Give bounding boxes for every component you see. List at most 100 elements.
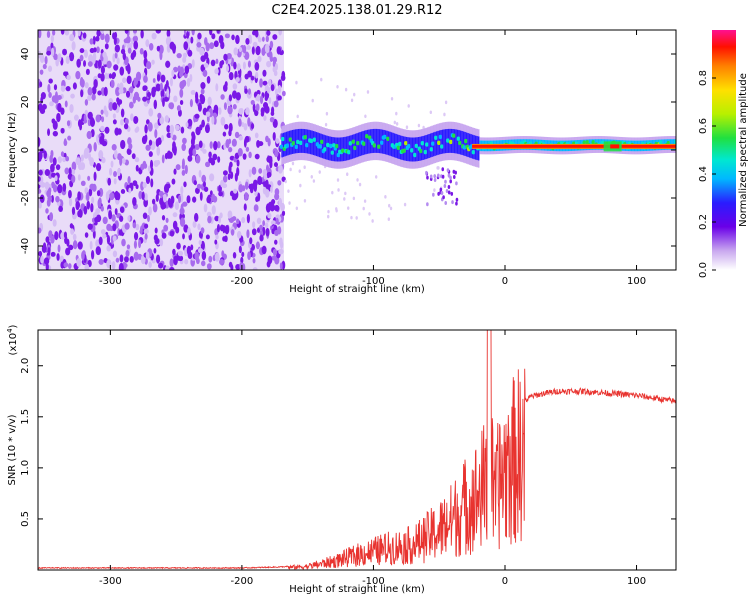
spectrogram-noise-cell — [125, 35, 131, 44]
spectrogram-faint-cell — [289, 167, 292, 172]
spectrogram-noise-cell — [181, 143, 186, 152]
snr-multiplier-exp: 4 — [6, 328, 14, 333]
spectrogram-band-cell — [380, 140, 384, 145]
spectrogram-noise-cell — [84, 82, 89, 89]
snr-y-tick-label: 1.0 — [20, 460, 31, 476]
spectrogram-noise-cell — [247, 251, 251, 260]
spectrogram-noise-cell — [265, 179, 269, 190]
spectrogram-band-core — [368, 129, 370, 154]
spectrogram-noise-cell — [220, 179, 225, 188]
spectrogram-noise-cell — [182, 137, 187, 145]
spectrogram-noise-cell — [166, 125, 171, 133]
spectrogram-band-cell — [423, 149, 428, 155]
spectrogram-noise-cell — [147, 214, 150, 223]
spectrogram-noise-cell — [126, 244, 131, 250]
spectrogram-noise-cell — [62, 48, 68, 56]
spectrogram-band-core — [387, 131, 390, 156]
spectrogram-noise-cell — [215, 83, 219, 92]
spectrogram-noise-cell — [246, 213, 250, 224]
spectrogram-noise-cell — [202, 69, 208, 77]
spectrogram-noise-cell — [142, 212, 148, 220]
spectrogram-noise-cell — [270, 84, 275, 92]
spectrogram-noise-cell — [207, 215, 212, 224]
spectrogram-noise-cell — [38, 176, 41, 182]
spectrogram-noise-cell — [214, 239, 218, 245]
spectrogram-noise-cell — [85, 192, 90, 202]
spectrogram-band-core — [302, 128, 304, 153]
spectrogram-faint-cell — [374, 175, 378, 179]
spectrogram-noise-cell — [79, 48, 85, 54]
spectrogram-noise-cell — [232, 252, 237, 259]
spectrogram-band-core — [402, 136, 405, 161]
spectrogram-noise-cell — [133, 251, 139, 261]
spectrogram-noise-cell — [131, 153, 136, 160]
spectrogram-noise-cell — [40, 181, 46, 188]
spectrogram-noise-cell — [257, 55, 262, 63]
spectrogram-noise-cell — [142, 160, 147, 168]
spectrogram-carrier-core — [472, 145, 676, 148]
spectrogram-band-core — [305, 129, 307, 154]
spectrogram-noise-cell — [155, 30, 161, 34]
spectrogram-noise-cell — [206, 211, 212, 217]
spectrogram-faint-cell — [417, 123, 421, 128]
spectrogram-band-cell — [659, 140, 663, 145]
snr-panel: -300 -200 -100 0 100 0.5 1.0 1.5 2.0 Height of … — [6, 324, 677, 595]
spectrogram-noise-cell — [268, 97, 272, 105]
spectrogram-noise-cell — [114, 52, 118, 59]
spectrogram-band-cell — [429, 147, 434, 152]
spectrogram-noise-cell — [155, 193, 159, 202]
spectrogram-band-cell — [326, 142, 330, 148]
spectrogram-noise-cell — [109, 192, 115, 201]
spectrogram-band-core — [329, 136, 331, 161]
spectrogram-band-cell — [362, 141, 366, 146]
spectrogram-noise-cell — [72, 82, 77, 90]
spectrogram-noise-cell — [175, 124, 180, 131]
spectrogram-noise-cell — [72, 233, 77, 241]
chart-title: C2E4.2025.138.01.29.R12 — [271, 3, 442, 18]
spectrogram-noise-cell — [204, 37, 208, 46]
spectrogram-faint-cell — [296, 114, 299, 119]
spectrogram-noise-cell — [186, 31, 190, 39]
spectrogram-noise-cell — [116, 192, 121, 201]
spectrogram-noise-cell — [121, 157, 126, 164]
spectrogram-noise-cell — [95, 114, 101, 123]
spectrogram-band-core — [435, 131, 438, 156]
spectrogram-noise-cell — [118, 229, 123, 236]
spectrogram-faint-cell — [311, 98, 314, 103]
spectrogram-noise-cell — [259, 95, 264, 104]
spectrogram-noise-cell — [259, 78, 263, 88]
spectrogram-noise-cell — [262, 69, 267, 77]
spectrogram-noise-cell — [235, 92, 241, 101]
spectrogram-noise-cell — [75, 70, 81, 80]
spectrogram-noise-cell — [277, 180, 282, 186]
spectrogram-noise-cell — [194, 144, 200, 151]
spectrogram-noise-cell — [100, 109, 104, 115]
spectrogram-noise-cell — [176, 52, 182, 59]
spectrogram-faint-cell — [284, 179, 287, 184]
snr-x-tick-label: -300 — [99, 576, 122, 587]
spectrogram-faint-cell — [336, 178, 340, 182]
spectrogram-noise-cell — [86, 200, 91, 210]
spectrogram-noise-cell — [105, 110, 109, 118]
spectrogram-noise-cell — [128, 187, 132, 194]
spectrogram-band-core — [416, 137, 418, 162]
spectrogram-noise-cell — [146, 61, 152, 70]
spectrogram-noise-cell — [41, 103, 47, 110]
spectrogram-band-cell — [419, 148, 423, 154]
spectrogram-noise-cell — [91, 86, 97, 95]
spectrogram-noise-cell — [135, 164, 139, 172]
spectrogram-band-core — [444, 129, 447, 154]
spectrogram-noise-cell — [63, 231, 68, 239]
spectrogram-noise-cell — [186, 77, 191, 87]
spectrogram-noise-cell — [192, 148, 197, 157]
spectrogram-faint-cell — [303, 165, 306, 170]
spectrogram-noise-cell — [182, 56, 187, 63]
spectrogram-x-label: Height of straight line (km) — [289, 284, 425, 295]
spectrogram-noise-cell — [111, 260, 116, 270]
spectrogram-noise-cell — [261, 47, 266, 56]
spectrogram-noise-cell — [184, 65, 190, 75]
spectrogram-noise-cell — [198, 140, 203, 148]
spectrogram-noise-cell — [278, 164, 283, 174]
spectrogram-noise-cell — [153, 99, 158, 110]
spectrogram-noise-cell — [240, 256, 244, 264]
